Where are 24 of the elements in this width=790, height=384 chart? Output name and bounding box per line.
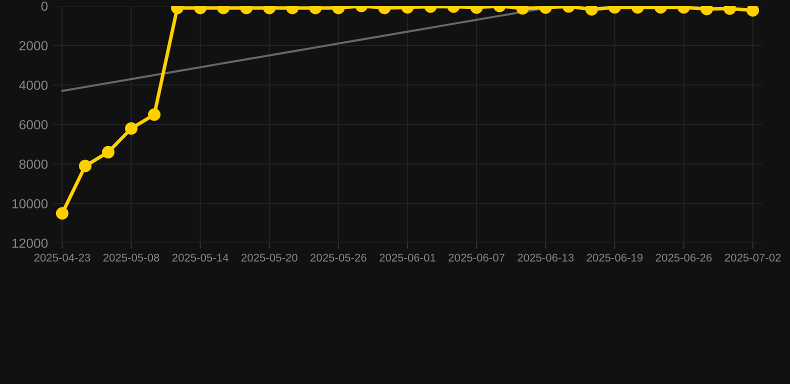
y-tick-label: 2000 [19,41,48,50]
point [746,6,760,17]
y-tick-label: 4000 [19,80,48,90]
x-tick-label: 2025-06-26 [656,254,712,262]
x-tick-label: 2025-06-19 [586,254,643,262]
point [148,108,161,121]
x-tick-label: 2025-05-20 [242,254,298,262]
x-tick-label: 2025-04-23 [34,254,90,262]
y-tick-label: 12000 [12,238,48,248]
y-tick-label: 0 [41,2,48,11]
x-tick-label: 2025-06-01 [380,254,436,262]
x-tick-label: 2025-05-08 [103,254,160,262]
x-tick-label: 2025-05-14 [172,254,228,262]
y-tick-label: 10000 [12,199,48,208]
point [78,160,92,172]
point [56,207,68,220]
x-tick-label: 2025-06-07 [448,254,504,262]
y-tick-label: 8000 [19,160,48,169]
x-tick-label: 2025-05-26 [310,254,366,262]
y-tick-label: 6000 [19,120,48,130]
point [125,122,138,135]
point [102,146,114,158]
x-tick-label: 2025-06-13 [518,254,574,262]
x-tick-label: 2025-07-02 [724,254,781,262]
